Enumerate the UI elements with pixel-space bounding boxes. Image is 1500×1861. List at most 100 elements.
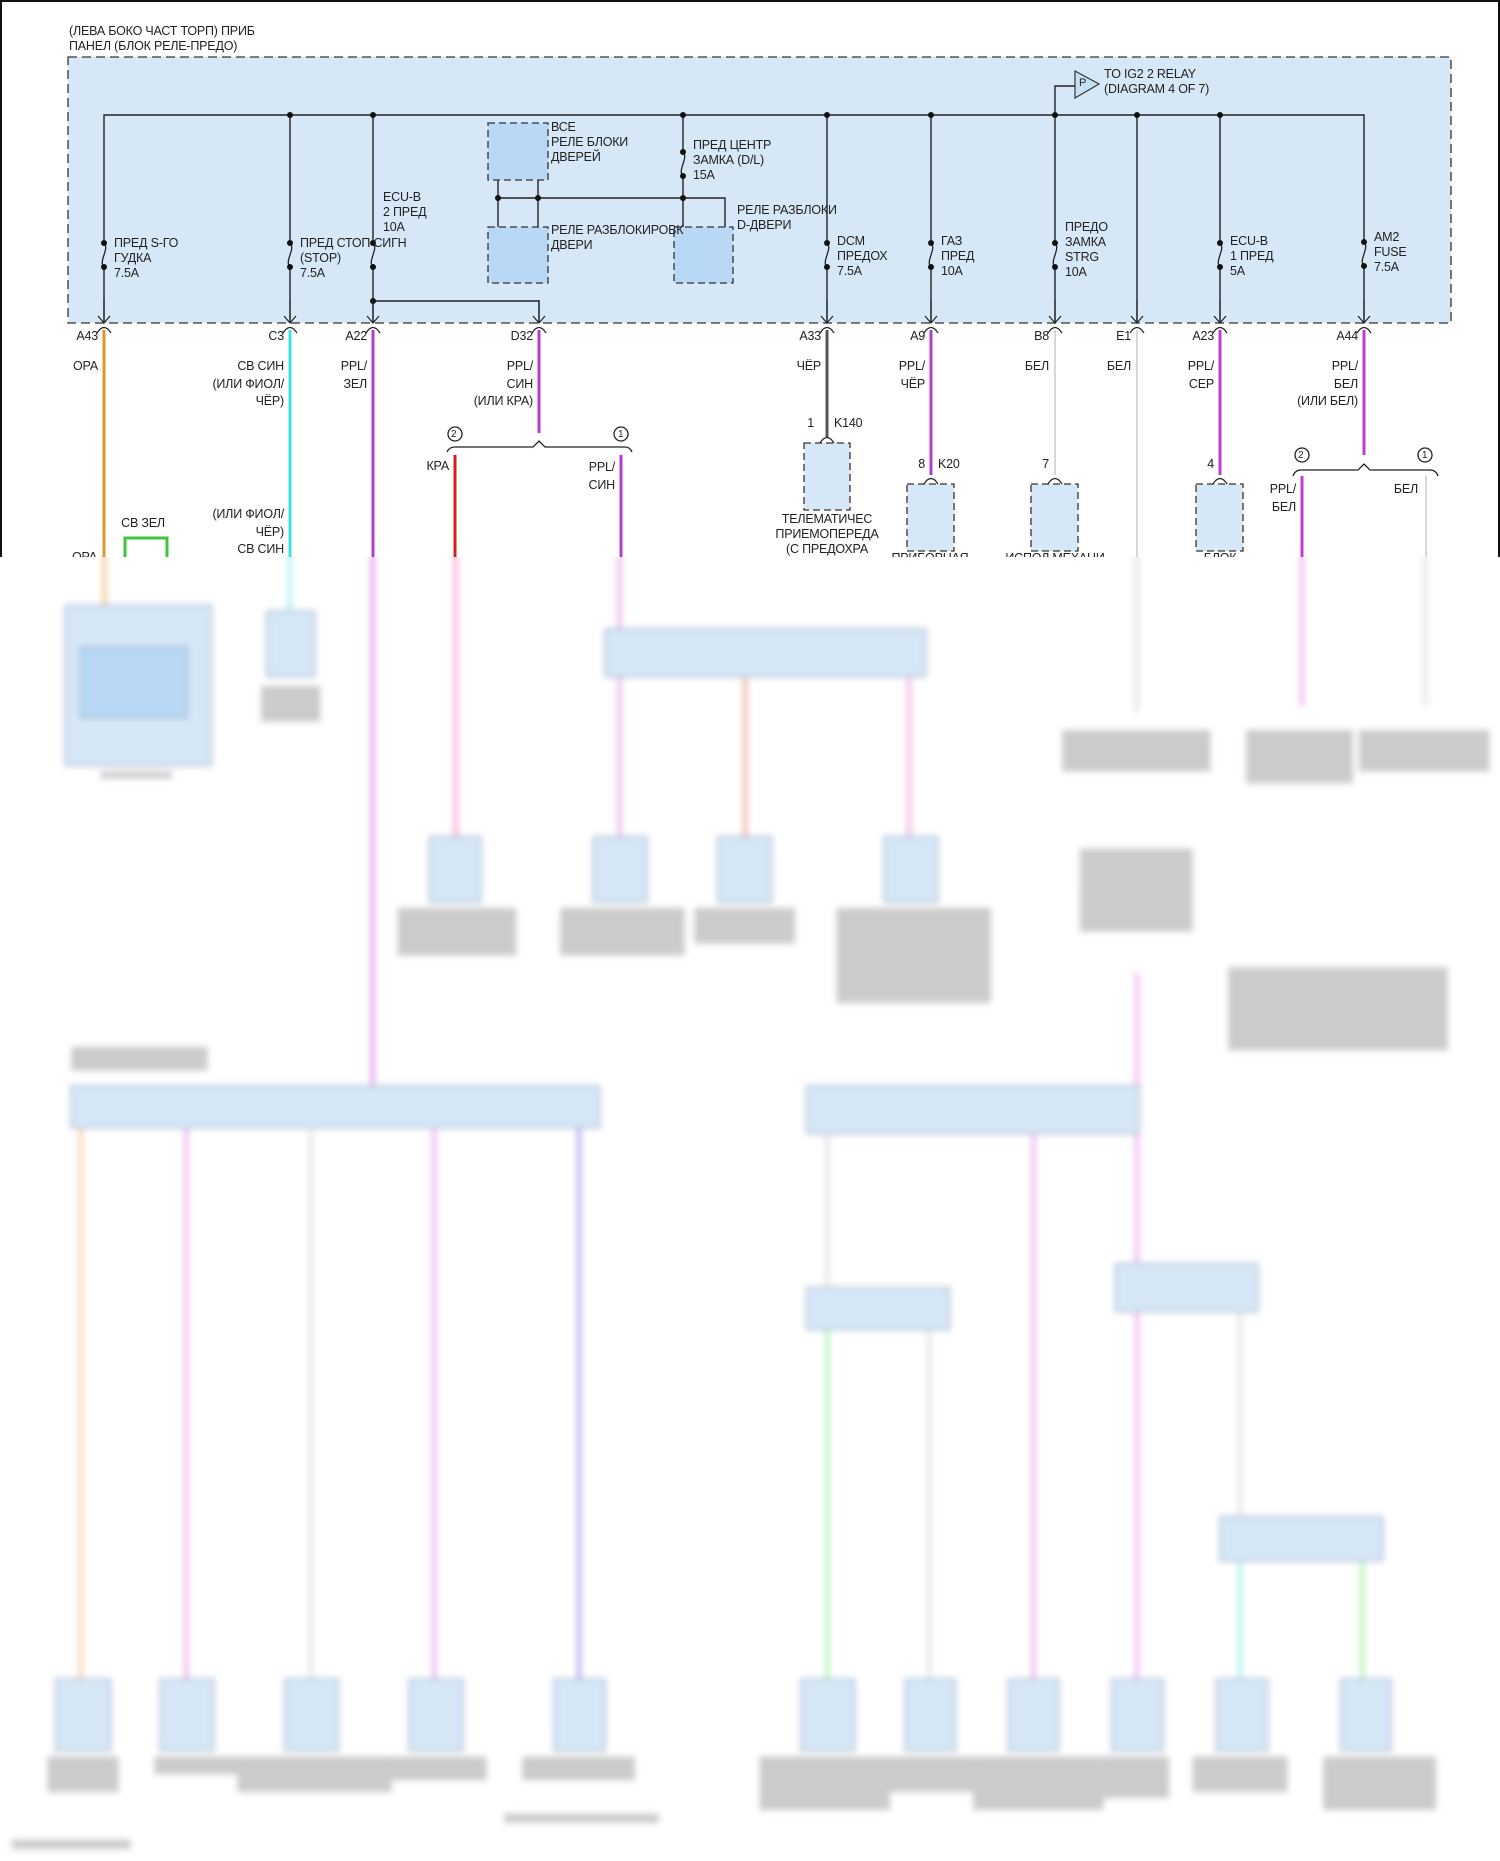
relay-label-line: ВСЕ <box>551 120 576 134</box>
split-option-1: 1 <box>1422 450 1428 461</box>
jumper-wire <box>123 536 169 560</box>
relay-label-line: D-ДВЕРИ <box>737 218 792 232</box>
connector-arrow-icon <box>96 300 112 334</box>
instrument-cluster-box <box>906 483 955 552</box>
split-option-1: 1 <box>618 429 624 440</box>
pin-id: B8 <box>1034 329 1049 343</box>
panel-title: (ЛЕВА БОКО ЧАСТ ТОРП) ПРИБ ПАНЕЛ (БЛОК Р… <box>69 24 255 54</box>
component-connector-id: K20 <box>938 457 960 471</box>
fuse-label-line: 7.5A <box>114 266 139 280</box>
wire-color-label: ОРА <box>73 358 98 376</box>
relay-block-panel <box>67 56 1452 324</box>
wire-color-line: PPL/ <box>1331 359 1359 373</box>
fuse-label-line: ПРЕДО <box>1065 220 1108 234</box>
split-option-2: 2 <box>1298 450 1304 461</box>
wire-color-label: ЧЁР <box>796 358 822 376</box>
wire-color-label: PPL/СИН (ИЛИ КРА) <box>474 358 533 411</box>
relay-boxes <box>487 122 734 284</box>
ig2-link-line: TO IG2 2 RELAY <box>1104 67 1196 81</box>
pin-id: A33 <box>799 329 821 343</box>
component-pin: 4 <box>1207 457 1214 471</box>
component-boxes <box>803 442 1244 552</box>
relay-label: ВСЕ РЕЛЕ БЛОКИ ДВЕРЕЙ <box>551 120 628 165</box>
relay-label-line: ДВЕРЕЙ <box>551 150 601 164</box>
ig2-link-line: (DIAGRAM 4 OF 7) <box>1104 82 1210 96</box>
wire-color-label: PPL/ЗЕЛ <box>341 358 368 393</box>
fuse-label-line: ECU-B <box>1230 234 1268 248</box>
fuse-label-line: 5A <box>1230 264 1245 278</box>
fuse-label-line: ГУДКА <box>114 251 152 265</box>
component-pin-arcs <box>819 436 1228 485</box>
component-label-line: ПРИЕМОПЕРЕДА <box>775 527 879 541</box>
pin-id: A9 <box>910 329 925 343</box>
fuse-label-line: AM2 <box>1374 230 1400 244</box>
wire-color-line: СВ СИН <box>237 542 284 556</box>
wire-color-line: БЕЛ <box>1271 499 1296 514</box>
fuse-icon <box>1052 240 1058 270</box>
connector-arrow-icon <box>1129 300 1145 334</box>
wire-color-line: PPL/ <box>506 359 534 373</box>
relay-all-door-lock <box>487 122 549 181</box>
fuse-label-line: ПРЕДОХ <box>837 249 888 263</box>
relay-label-line: РЕЛЕ БЛОКИ <box>551 135 629 149</box>
jumper-label: СВ ЗЕЛ <box>121 516 165 530</box>
component-label-line: ТЕЛЕМАТИЧЕС <box>781 512 873 526</box>
fuse-label-line: ГАЗ <box>941 234 963 248</box>
wire-color-line: СВ СИН <box>237 359 284 373</box>
component-pin: 8 <box>918 457 925 471</box>
ig2-relay-link[interactable]: TO IG2 2 RELAY (DIAGRAM 4 OF 7) <box>1104 67 1209 97</box>
fuse-label-line: ПРЕД S-ГО <box>114 236 179 250</box>
wire-color-ppl-bel: PPL/ БЕЛ <box>1269 481 1297 516</box>
wire-color-kra: КРА <box>426 459 449 473</box>
fuse-label: ПРЕД СТОП СИГН (STOP) 7.5A <box>300 236 407 281</box>
fuse-label-line: ПРЕД <box>941 249 975 263</box>
fuse-label: DCM ПРЕДОХ 7.5A <box>837 234 888 279</box>
fuse-label-line: FUSE <box>1374 245 1407 259</box>
wire-color-line: СИН <box>506 376 534 391</box>
wire-color-line: ЗЕЛ <box>343 376 368 391</box>
wire-color-line: (ИЛИ БЕЛ) <box>1297 394 1358 408</box>
wire-color-line: (ИЛИ ФИОЛ/ <box>212 507 284 521</box>
pin-id: A22 <box>345 329 367 343</box>
fuse-icon <box>1217 240 1223 270</box>
body-ecu-box <box>1195 483 1244 552</box>
fuse-label-line: 10A <box>941 264 963 278</box>
junction-dots <box>287 112 1223 304</box>
blurred-schematic <box>11 557 1490 1850</box>
connector-arrow-icon <box>1212 300 1228 334</box>
fuse-symbols <box>101 149 1367 270</box>
fuse-icon <box>370 240 376 270</box>
wire-color-label: PPL/СЕР <box>1188 358 1215 393</box>
telematics-box <box>803 442 851 511</box>
wire-color-label: СВ СИН (ИЛИ ФИОЛ/ЧЁР) <box>212 358 284 411</box>
ig2-flag-letter: P <box>1079 77 1087 89</box>
component-telematics-label[interactable]: ТЕЛЕМАТИЧЕС ПРИЕМОПЕРЕДА (С ПРЕДОХРА <box>757 512 897 557</box>
wire-color-line: БЕЛ <box>1024 359 1049 373</box>
fuse-label: ECU-B 1 ПРЕД 5A <box>1230 234 1274 279</box>
blurred-lower-diagram <box>0 557 1500 1861</box>
component-pin: 7 <box>1042 457 1049 471</box>
wires <box>102 330 1427 560</box>
connector-arrow-icon <box>365 300 381 334</box>
fuse-icon <box>824 240 830 270</box>
wire-color-line: ОРА <box>73 359 98 373</box>
wire-color-line: ЧЁР <box>900 376 926 391</box>
wire-color-line: ЧЁР <box>796 359 822 373</box>
fuse-icon <box>928 240 934 270</box>
fuse-icon <box>287 240 293 270</box>
power-bus <box>103 114 1365 323</box>
fuse-label: ECU-B 2 ПРЕД 10A <box>383 190 427 235</box>
connector-arrow-icon <box>819 300 835 334</box>
fuse-icon <box>1361 239 1367 269</box>
wire-color-line: PPL/ <box>1269 482 1297 496</box>
connector-arrows <box>96 300 1372 334</box>
wire-color-ppl-sin: PPL/ СИН <box>588 459 616 494</box>
wire-color-c3-lower: (ИЛИ ФИОЛ/ ЧЁР) СВ СИН <box>212 506 284 559</box>
wire-color-label: БЕЛ <box>1025 358 1049 376</box>
fuse-label-line: ПРЕД СТОП СИГН <box>300 236 407 250</box>
relay-label: РЕЛЕ РАЗБЛОКИРОВК ДВЕРИ <box>551 223 684 253</box>
fuse-icon <box>680 149 686 179</box>
relay-d-door-unlock <box>673 226 734 284</box>
wire-color-line: СИН <box>588 477 616 492</box>
